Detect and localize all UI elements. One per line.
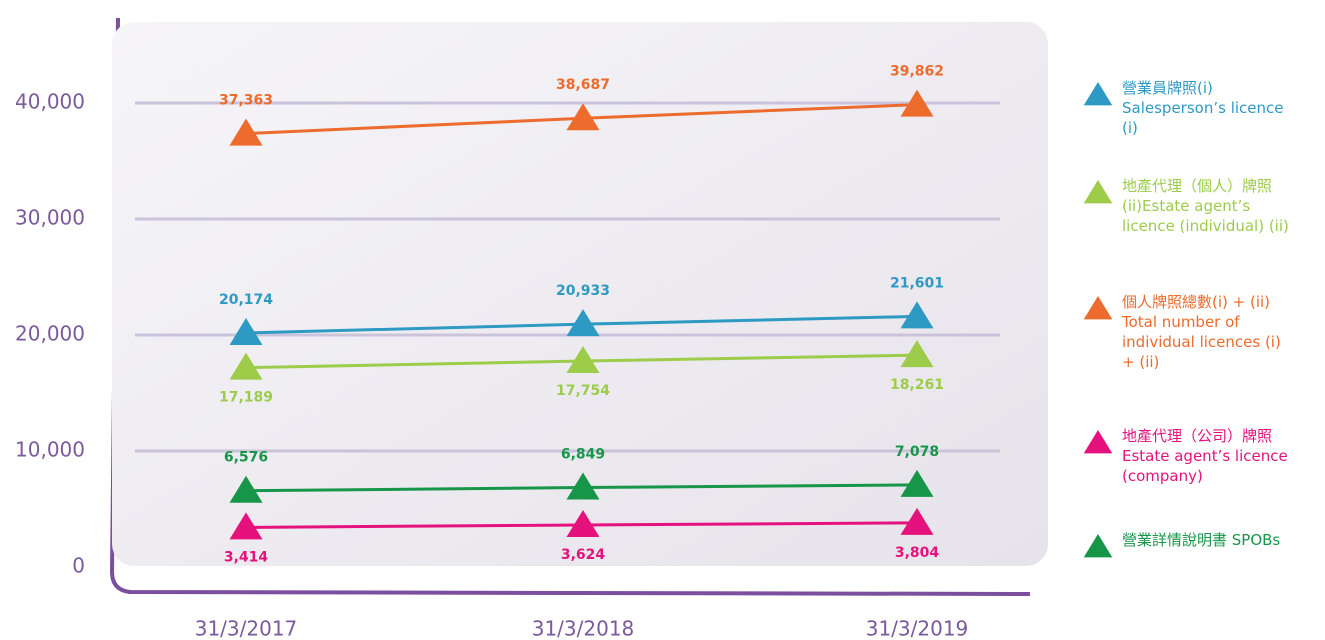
marker xyxy=(900,340,934,368)
x-tick-label: 31/3/2018 xyxy=(532,617,635,640)
data-label: 39,862 xyxy=(890,64,944,80)
legend-marker-box xyxy=(1083,296,1113,320)
legend-marker-box xyxy=(1083,430,1113,454)
legend-label: 地產代理（公司）牌照Estate agent’s licence (compan… xyxy=(1122,427,1288,485)
data-label: 6,849 xyxy=(561,447,605,463)
data-label: 20,933 xyxy=(556,283,610,299)
marker xyxy=(566,309,600,337)
marker xyxy=(229,118,263,146)
data-label: 3,624 xyxy=(561,547,606,563)
data-label: 3,414 xyxy=(224,549,269,565)
data-label: 3,804 xyxy=(895,545,940,561)
legend-marker xyxy=(1083,296,1113,320)
legend-marker xyxy=(1083,180,1113,204)
legend-marker-box xyxy=(1083,534,1113,558)
frame-border xyxy=(109,17,1031,596)
data-label: 38,687 xyxy=(556,77,610,93)
legend-label: 營業詳情說明書 SPOBs xyxy=(1122,531,1281,549)
legend-item: 地產代理（公司）牌照Estate agent’s licence (compan… xyxy=(1082,426,1322,486)
marker xyxy=(229,352,263,380)
marker xyxy=(566,346,600,374)
legend-label: 個人牌照總數(i) + (ii) Total number of individ… xyxy=(1122,293,1281,371)
marker xyxy=(900,469,934,497)
y-tick-label: 30,000 xyxy=(15,206,85,230)
legend-marker xyxy=(1083,430,1113,454)
x-tick-label: 31/3/2019 xyxy=(866,617,969,640)
legend-marker xyxy=(1083,82,1113,106)
y-tick-label: 10,000 xyxy=(15,438,85,462)
data-label: 20,174 xyxy=(219,292,273,308)
legend-item: 地產代理（個人）牌照(ii)Estate agent’s licence (in… xyxy=(1082,176,1322,236)
marker xyxy=(900,89,934,117)
marker xyxy=(566,103,600,131)
y-tick-label: 40,000 xyxy=(15,90,85,114)
data-label: 6,576 xyxy=(224,450,268,466)
marker xyxy=(900,301,934,329)
plot-background xyxy=(112,22,1048,566)
data-label: 37,363 xyxy=(219,93,273,109)
legend-marker-box xyxy=(1083,180,1113,204)
data-label: 21,601 xyxy=(890,275,944,291)
data-label: 7,078 xyxy=(895,444,939,460)
legend-label: 地產代理（個人）牌照(ii)Estate agent’s licence (in… xyxy=(1122,177,1289,235)
data-label: 17,754 xyxy=(556,383,610,399)
marker xyxy=(229,512,263,540)
marker xyxy=(566,472,600,500)
legend-item: 營業詳情說明書 SPOBs xyxy=(1082,530,1322,560)
data-label: 18,261 xyxy=(890,377,944,393)
legend-label: 營業員牌照(i) Salesperson’s licence (i) xyxy=(1122,79,1284,137)
marker xyxy=(566,509,600,537)
legend-marker xyxy=(1083,534,1113,558)
marker xyxy=(900,507,934,535)
y-tick-label: 20,000 xyxy=(15,322,85,346)
y-tick-label: 0 xyxy=(72,554,85,578)
marker xyxy=(229,317,263,345)
data-label: 17,189 xyxy=(219,390,273,406)
legend-marker-box xyxy=(1083,82,1113,106)
x-tick-label: 31/3/2017 xyxy=(195,617,298,640)
marker xyxy=(229,475,263,503)
legend-item: 營業員牌照(i) Salesperson’s licence (i) xyxy=(1082,78,1322,138)
legend-item: 個人牌照總數(i) + (ii) Total number of individ… xyxy=(1082,292,1322,372)
